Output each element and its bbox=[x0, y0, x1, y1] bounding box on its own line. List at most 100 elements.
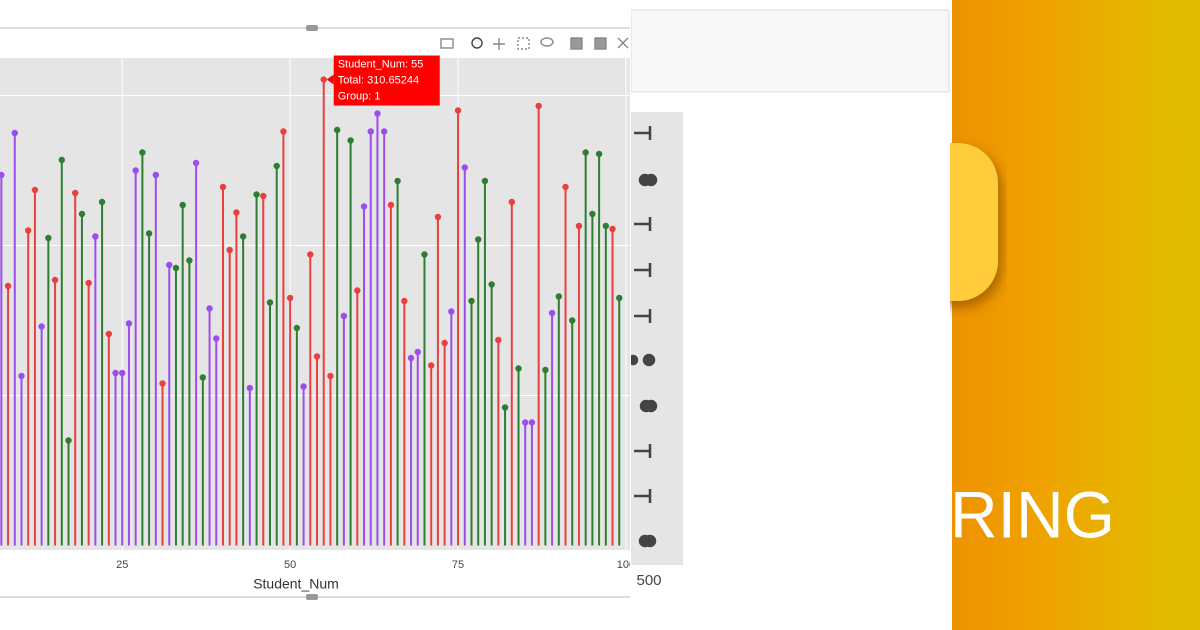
dot bbox=[367, 128, 374, 135]
select-icon[interactable] bbox=[517, 37, 530, 50]
dot bbox=[448, 308, 455, 315]
dot bbox=[333, 126, 341, 134]
lollipop bbox=[105, 330, 113, 546]
resize-handle[interactable] bbox=[306, 25, 318, 31]
lollipop bbox=[18, 372, 25, 546]
lollipop bbox=[528, 419, 536, 546]
lollipop bbox=[226, 246, 233, 546]
lollipop bbox=[159, 380, 166, 546]
dot bbox=[11, 129, 18, 137]
lasso-icon[interactable] bbox=[540, 37, 554, 47]
dot bbox=[602, 222, 610, 230]
lollipop bbox=[441, 339, 448, 546]
lollipop bbox=[145, 230, 153, 546]
lollipop bbox=[468, 297, 475, 546]
lollipop bbox=[98, 198, 106, 546]
hover-text: Total: 310.65244 bbox=[338, 74, 419, 86]
dot bbox=[354, 287, 361, 294]
lollipop bbox=[595, 150, 603, 546]
lollipop bbox=[58, 156, 65, 546]
dot bbox=[260, 192, 267, 200]
dot bbox=[18, 372, 25, 380]
dot bbox=[226, 246, 233, 254]
lollipop bbox=[347, 137, 354, 546]
dot bbox=[199, 374, 207, 381]
lollipop bbox=[569, 317, 576, 546]
banner-text: RING bbox=[950, 477, 1115, 551]
dot bbox=[427, 362, 435, 369]
dot bbox=[542, 366, 549, 374]
lollipop bbox=[475, 236, 482, 546]
dot bbox=[253, 191, 260, 198]
lollipop bbox=[31, 186, 39, 546]
modebar bbox=[440, 37, 629, 50]
dot bbox=[246, 384, 254, 392]
dot bbox=[4, 282, 12, 290]
dot bbox=[239, 233, 247, 240]
resize-handle[interactable] bbox=[306, 594, 318, 600]
lollipop bbox=[320, 76, 327, 546]
dot bbox=[555, 293, 563, 300]
lollipop bbox=[555, 293, 563, 546]
dot bbox=[266, 299, 274, 306]
pan-icon[interactable] bbox=[493, 38, 505, 50]
lollipop bbox=[246, 384, 254, 546]
dot bbox=[307, 251, 314, 258]
dot bbox=[51, 276, 59, 284]
dot bbox=[461, 164, 468, 171]
lollipop bbox=[72, 189, 79, 546]
lollipop bbox=[522, 419, 529, 546]
lollipop bbox=[152, 171, 160, 546]
dot bbox=[434, 213, 442, 221]
dot bbox=[522, 419, 529, 426]
dot bbox=[327, 372, 334, 380]
lollipop bbox=[380, 128, 388, 546]
lollipop bbox=[233, 209, 240, 546]
dot bbox=[65, 437, 72, 444]
dot bbox=[125, 320, 133, 327]
dot bbox=[45, 234, 52, 242]
dot bbox=[145, 230, 153, 237]
dot bbox=[233, 209, 240, 216]
dot bbox=[582, 149, 589, 156]
dot bbox=[481, 177, 489, 185]
dot bbox=[414, 348, 421, 356]
lollipop bbox=[206, 305, 213, 546]
autoscale-icon[interactable] bbox=[617, 37, 629, 49]
lollipop bbox=[266, 299, 274, 546]
dot bbox=[139, 149, 146, 156]
lollipop bbox=[260, 192, 267, 546]
lollipop bbox=[239, 233, 247, 546]
dot bbox=[132, 167, 139, 174]
dot bbox=[394, 177, 401, 185]
zoom-icon[interactable] bbox=[471, 37, 483, 49]
outlier bbox=[631, 354, 639, 366]
lollipop bbox=[327, 372, 334, 546]
lollipop bbox=[407, 354, 415, 546]
x-axis-title: Student_Num bbox=[253, 576, 339, 592]
dot bbox=[548, 309, 556, 317]
lollipop bbox=[199, 374, 207, 546]
box-plot-area bbox=[631, 112, 683, 565]
lollipop bbox=[414, 348, 421, 546]
lollipop bbox=[575, 222, 583, 546]
x-tick-label: 500 bbox=[636, 572, 661, 589]
dot bbox=[387, 201, 395, 209]
lollipop bbox=[38, 323, 45, 546]
zoom-out-icon[interactable] bbox=[594, 37, 607, 50]
dot bbox=[0, 171, 5, 179]
lollipop bbox=[119, 369, 126, 546]
hover-pointer bbox=[326, 74, 334, 85]
lollipop bbox=[508, 198, 515, 546]
outlier bbox=[643, 534, 657, 548]
chart: Student_Num 25 50 75 100 Student_Num: 55 Tota… bbox=[0, 25, 630, 600]
camera-icon[interactable] bbox=[440, 38, 454, 49]
lollipop bbox=[273, 162, 280, 546]
lollipop bbox=[582, 149, 589, 546]
lollipop bbox=[179, 201, 186, 546]
lollipop bbox=[434, 213, 442, 546]
dot bbox=[475, 236, 482, 243]
zoom-in-icon[interactable] bbox=[570, 37, 583, 50]
dot bbox=[374, 110, 381, 117]
